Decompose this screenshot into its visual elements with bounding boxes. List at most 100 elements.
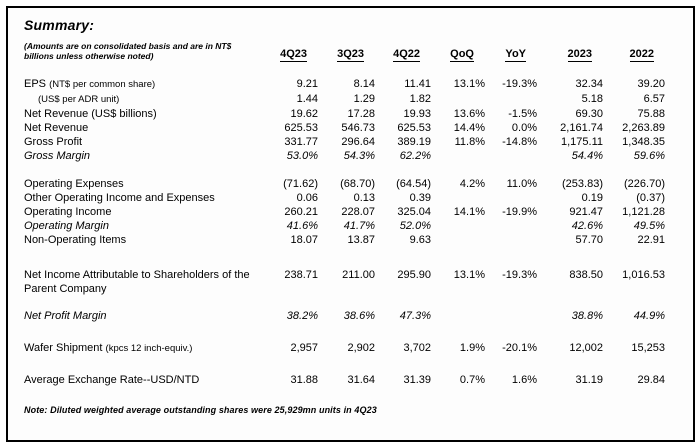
table-row: Other Operating Income and Expenses 0.06 0… <box>24 191 693 205</box>
row-label: Operating Income <box>24 206 112 218</box>
table-row: EPS (NT$ per common share) 9.21 8.14 11.41 1… <box>24 77 693 92</box>
value-cell: 331.77 <box>284 136 318 148</box>
table-section: Average Exchange Rate--USD/NTD 31.88 31.64… <box>24 373 693 387</box>
table-section: EPS (NT$ per common share) 9.21 8.14 11.41 1… <box>24 77 693 163</box>
value-cell: 1,175.11 <box>560 136 603 148</box>
row-label: Non-Operating Items <box>24 234 127 246</box>
value-cell: 260.21 <box>284 206 318 218</box>
column-header-3q23: 3Q23 <box>337 48 364 62</box>
value-cell: 31.39 <box>403 374 431 386</box>
value-cell: 4.2% <box>459 178 485 190</box>
value-cell: 13.1% <box>453 269 485 281</box>
row-label: Operating Margin <box>24 220 109 232</box>
value-cell: 47.3% <box>399 310 431 322</box>
value-cell: 1.6% <box>511 374 537 386</box>
value-cell: 69.30 <box>575 108 603 120</box>
value-cell: 1.82 <box>409 93 431 105</box>
value-cell: 1.44 <box>296 93 318 105</box>
value-cell: 13.1% <box>453 78 485 90</box>
value-cell: 625.53 <box>397 122 431 134</box>
value-cell: 0.0% <box>511 122 537 134</box>
value-cell: 13.6% <box>453 108 485 120</box>
row-label: Gross Profit <box>24 136 83 148</box>
value-cell: -19.3% <box>502 269 537 281</box>
value-cell: -14.8% <box>502 136 537 148</box>
row-label: Net Revenue <box>24 122 89 134</box>
value-cell: 1.29 <box>353 93 375 105</box>
table-row: Net Revenue 625.53 546.73 625.53 14.4% 0.0% 2,… <box>24 121 693 135</box>
value-cell: 57.70 <box>575 234 603 246</box>
table-row: Wafer Shipment (kpcs 12 inch-equiv.) 2,95… <box>24 341 693 356</box>
summary-card: Summary: (Amounts are on consolidated ba… <box>6 6 695 442</box>
value-cell: 5.18 <box>581 93 603 105</box>
value-cell: (64.54) <box>396 178 431 190</box>
value-cell: 19.93 <box>403 108 431 120</box>
column-header-2022: 2022 <box>629 48 654 62</box>
table-row: Operating Expenses (71.62) (68.70) (64.54) 4… <box>24 177 693 191</box>
value-cell: -19.3% <box>502 78 537 90</box>
value-cell: 19.62 <box>290 108 318 120</box>
value-cell: (253.83) <box>562 178 603 190</box>
value-cell: 0.39 <box>409 192 431 204</box>
value-cell: 2,902 <box>347 342 375 354</box>
table-row: (US$ per ADR unit) 1.44 1.29 1.82 5.18 6.57 <box>24 92 693 107</box>
value-cell: 41.7% <box>343 220 375 232</box>
row-label: Net Profit Margin <box>24 310 107 322</box>
table-row: Gross Margin 53.0% 54.3% 62.2% 54.4% 59.6% <box>24 149 693 163</box>
table-subtitle: (Amounts are on consolidated basis and a… <box>24 41 232 61</box>
value-cell: 921.47 <box>569 206 603 218</box>
table-section: Wafer Shipment (kpcs 12 inch-equiv.) 2,95… <box>24 341 693 356</box>
row-label: Net Revenue (US$ billions) <box>24 108 157 120</box>
value-cell: 0.19 <box>581 192 603 204</box>
page-title: Summary: <box>24 17 95 33</box>
value-cell: 9.21 <box>296 78 318 90</box>
value-cell: 325.04 <box>397 206 431 218</box>
table-row: Net Revenue (US$ billions) 19.62 17.28 19.9… <box>24 107 693 121</box>
value-cell: 29.84 <box>637 374 665 386</box>
value-cell: 211.00 <box>342 269 375 281</box>
value-cell: 238.71 <box>284 269 318 281</box>
value-cell: 625.53 <box>284 122 318 134</box>
value-cell: 11.8% <box>454 136 485 148</box>
value-cell: -19.9% <box>502 206 537 218</box>
row-label: (US$ per ADR unit) <box>38 94 120 105</box>
column-header-qoq: QoQ <box>450 48 474 62</box>
value-cell: 38.6% <box>343 310 375 322</box>
table-row: Non-Operating Items 18.07 13.87 9.63 57.70 22… <box>24 233 693 247</box>
value-cell: 59.6% <box>633 150 665 162</box>
value-cell: 32.34 <box>575 78 603 90</box>
table-row: Operating Margin 41.6% 41.7% 52.0% 42.6% 49.5… <box>24 219 693 233</box>
value-cell: 38.2% <box>286 310 318 322</box>
table-row: Average Exchange Rate--USD/NTD 31.88 31.64… <box>24 373 693 387</box>
value-cell: 389.19 <box>397 136 431 148</box>
table-section: Operating Expenses (71.62) (68.70) (64.54) 4… <box>24 177 693 247</box>
value-cell: 14.4% <box>453 122 485 134</box>
table-row: Net Income Attributable to Shareholders … <box>24 268 693 296</box>
table-row: Net Profit Margin 38.2% 38.6% 47.3% 38.8% 44.… <box>24 309 693 323</box>
table-row: Gross Profit 331.77 296.64 389.19 11.8% -14.8… <box>24 135 693 149</box>
value-cell: 62.2% <box>399 150 431 162</box>
value-cell: 18.07 <box>290 234 318 246</box>
value-cell: 41.6% <box>286 220 318 232</box>
value-cell: 31.88 <box>290 374 318 386</box>
value-cell: (0.37) <box>636 192 665 204</box>
value-cell: 2,263.89 <box>622 122 665 134</box>
value-cell: 2,161.74 <box>560 122 603 134</box>
row-label: Net Income Attributable to Shareholders … <box>24 269 250 295</box>
value-cell: 75.88 <box>637 108 665 120</box>
value-cell: 15,253 <box>631 342 665 354</box>
value-cell: 13.87 <box>347 234 375 246</box>
value-cell: 14.1% <box>453 206 485 218</box>
value-cell: 6.57 <box>643 93 665 105</box>
value-cell: 0.13 <box>353 192 375 204</box>
value-cell: 1,348.35 <box>622 136 665 148</box>
row-label: Operating Expenses <box>24 178 124 190</box>
value-cell: 54.3% <box>343 150 375 162</box>
value-cell: 0.06 <box>296 192 318 204</box>
value-cell: 52.0% <box>399 220 431 232</box>
value-cell: 3,702 <box>403 342 431 354</box>
value-cell: 11.41 <box>404 78 431 90</box>
value-cell: 8.14 <box>353 78 375 90</box>
row-label: Other Operating Income and Expenses <box>24 192 215 204</box>
value-cell: 296.64 <box>341 136 375 148</box>
